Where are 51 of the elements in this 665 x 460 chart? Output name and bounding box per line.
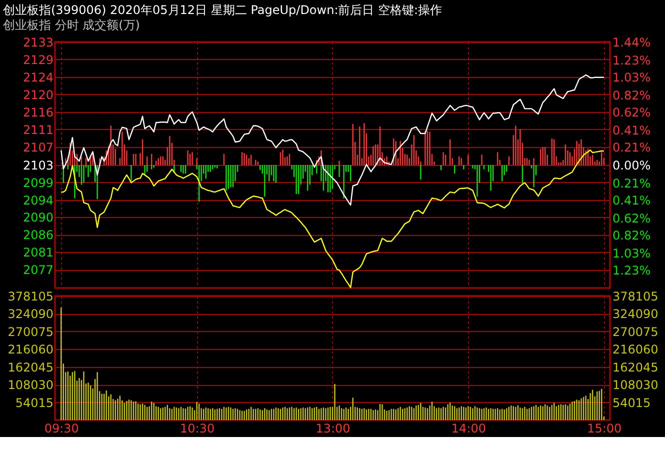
y2-tick-label: 216060 <box>612 342 658 357</box>
y-tick-label: 2103 <box>22 158 54 172</box>
y2-tick-label: 0.21% <box>612 176 651 190</box>
y2-tick-label: 162045 <box>612 360 658 374</box>
y2-tick-label: 0.21% <box>612 140 651 155</box>
y2-tick-label: 378105 <box>612 290 658 304</box>
y2-tick-label: 1.03% <box>612 70 651 85</box>
y2-tick-label: 324090 <box>612 307 658 322</box>
x-tick-label: 14:00 <box>451 422 486 436</box>
y2-tick-label: 0.62% <box>612 106 651 120</box>
y2-tick-label: 0.82% <box>612 88 651 102</box>
y-tick-label: 324090 <box>8 307 54 322</box>
y-tick-label: 2124 <box>22 70 54 84</box>
y2-tick-label: 1.03% <box>612 246 651 260</box>
line-series <box>60 150 604 288</box>
y-tick-label: 54015 <box>15 396 54 410</box>
y-tick-label: 2099 <box>22 176 54 190</box>
x-tick-label: 10:30 <box>180 422 215 436</box>
y-tick-label: 2086 <box>22 228 54 242</box>
y-tick-label: 2077 <box>22 263 54 278</box>
y-tick-label: 2107 <box>22 140 54 154</box>
y-tick-label: 162045 <box>8 360 54 374</box>
y-tick-label: 2111 <box>22 122 54 137</box>
y-tick-label: 216060 <box>8 342 54 357</box>
y2-tick-label: 0.41% <box>612 123 651 138</box>
y2-tick-label: 270075 <box>612 324 658 339</box>
y-tick-label: 2129 <box>22 52 54 67</box>
y2-tick-label: 1.23% <box>612 53 651 68</box>
y-tick-label: 2120 <box>22 88 54 102</box>
y2-tick-label: 54015 <box>612 396 651 410</box>
y2-tick-label: 0.82% <box>612 228 651 243</box>
y2-tick-label: 0.41% <box>612 194 651 208</box>
y-tick-label: 2116 <box>22 105 54 120</box>
chart-subtitle: 创业板指 分时 成交额(万) <box>3 18 140 32</box>
x-tick-label: 15:00 <box>587 422 622 436</box>
y-tick-label: 2081 <box>22 246 54 260</box>
x-tick-label: 13:00 <box>316 422 350 436</box>
y2-tick-label: 1.23% <box>612 264 651 278</box>
y-tick-label: 108030 <box>8 378 54 392</box>
y-tick-label: 270075 <box>8 324 54 339</box>
y2-tick-label: 0.62% <box>612 211 651 226</box>
y2-tick-label: 1.44% <box>612 36 651 50</box>
x-tick-label: 09:30 <box>44 422 79 436</box>
y2-tick-label: 108030 <box>612 378 658 392</box>
chart-title: 创业板指(399006) 2020年05月12日 星期二 PageUp/Down:前后日 空格键:操作 <box>3 3 442 17</box>
y-tick-label: 2133 <box>22 36 54 50</box>
line-series <box>60 74 604 206</box>
y2-tick-label: 0.00% <box>612 158 651 172</box>
y-tick-label: 2094 <box>22 193 54 208</box>
y-tick-label: 2090 <box>22 210 54 225</box>
y-tick-label: 378105 <box>8 290 54 304</box>
